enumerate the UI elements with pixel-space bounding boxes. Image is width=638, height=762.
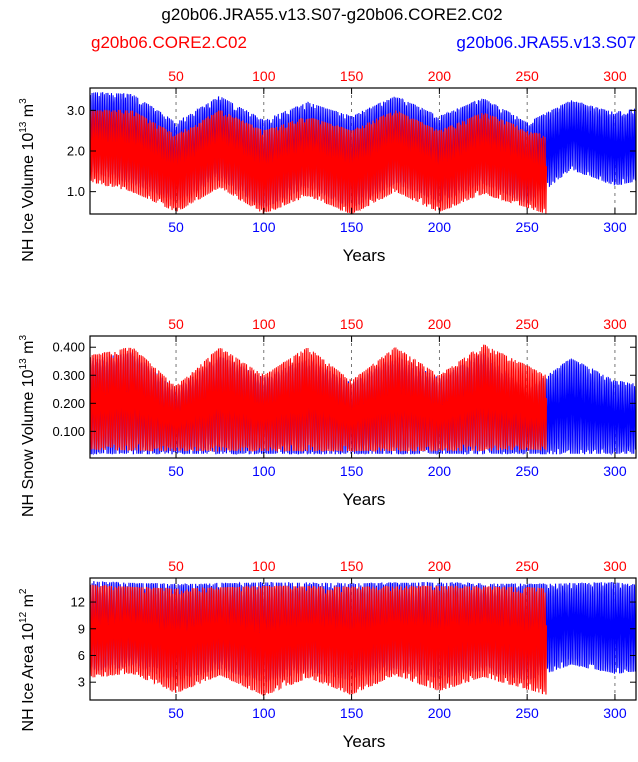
y-axis-label-part: 13 — [18, 358, 29, 370]
ytick-label: 9 — [78, 621, 85, 636]
top-xtick-label: 50 — [168, 316, 184, 332]
ytick-label: 0.400 — [52, 340, 85, 355]
series-core2 — [89, 344, 547, 453]
y-axis-label-part: 13 — [18, 121, 29, 133]
plot-frame — [89, 335, 637, 459]
top-xtick-label: 100 — [252, 558, 276, 574]
top-xtick-label: 100 — [252, 316, 276, 332]
ytick-label: 0.300 — [52, 368, 85, 383]
bottom-xtick-label: 200 — [428, 463, 452, 479]
x-axis-label: Years — [343, 732, 386, 751]
y-axis-label-part: 3 — [18, 335, 29, 341]
y-axis-label-part: NH Ice Area 10 — [20, 623, 37, 732]
top-xtick-label: 300 — [603, 316, 627, 332]
ytick-label: 0.200 — [52, 396, 85, 411]
y-axis-label-part: 12 — [18, 611, 29, 623]
legend-jra55-label: g20b06.JRA55.v13.S07 — [456, 33, 636, 52]
legend-core2-label: g20b06.CORE2.C02 — [91, 33, 247, 52]
bottom-xtick-label: 150 — [340, 705, 364, 721]
figure-title: g20b06.JRA55.v13.S07-g20b06.CORE2.C02 — [161, 5, 502, 24]
top-xtick-label: 300 — [603, 68, 627, 84]
bottom-xtick-label: 50 — [168, 463, 184, 479]
bottom-xtick-label: 200 — [428, 705, 452, 721]
series-line — [89, 584, 547, 697]
y-axis-label-part: 2 — [18, 588, 29, 594]
bottom-xtick-label: 150 — [340, 463, 364, 479]
series-core2 — [89, 109, 547, 215]
series-core2 — [89, 584, 547, 697]
ytick-label: 3.0 — [67, 103, 85, 118]
x-axis-label: Years — [343, 490, 386, 509]
top-xtick-label: 200 — [428, 68, 452, 84]
top-xtick-label: 200 — [428, 316, 452, 332]
bottom-xtick-label: 300 — [603, 463, 627, 479]
top-xtick-label: 150 — [340, 558, 364, 574]
y-axis-label: NH Ice Volume 1013 m3 — [18, 98, 37, 262]
bottom-xtick-label: 150 — [340, 219, 364, 235]
top-xtick-label: 150 — [340, 68, 364, 84]
top-xtick-label: 50 — [168, 68, 184, 84]
ytick-label: 0.100 — [52, 424, 85, 439]
top-xtick-label: 100 — [252, 68, 276, 84]
series-line — [89, 109, 547, 215]
ytick-label: 2.0 — [67, 144, 85, 159]
bottom-xtick-label: 250 — [515, 705, 539, 721]
ytick-label: 1.0 — [67, 184, 85, 199]
bottom-xtick-label: 100 — [252, 219, 276, 235]
series-line — [89, 344, 547, 453]
plot-frame — [89, 577, 637, 701]
top-xtick-label: 300 — [603, 558, 627, 574]
top-xtick-label: 250 — [515, 316, 539, 332]
ytick-label: 12 — [71, 595, 85, 610]
bottom-xtick-label: 300 — [603, 219, 627, 235]
bottom-xtick-label: 50 — [168, 705, 184, 721]
bottom-xtick-label: 200 — [428, 219, 452, 235]
y-axis-label-part: m — [20, 104, 37, 122]
top-xtick-label: 250 — [515, 68, 539, 84]
bottom-xtick-label: 100 — [252, 463, 276, 479]
x-axis-label: Years — [343, 246, 386, 265]
bottom-xtick-label: 250 — [515, 463, 539, 479]
bottom-xtick-label: 100 — [252, 705, 276, 721]
y-axis-label-part: 3 — [18, 98, 29, 104]
chart-panel-ice-volume: 3.0 2.0 1.0 50 50 100 100 150 150 200 200 250 250 300… — [18, 68, 637, 265]
y-axis-label-part: NH Snow Volume 10 — [20, 369, 37, 517]
ytick-label: 3 — [78, 675, 85, 690]
top-xtick-label: 150 — [340, 316, 364, 332]
y-axis-label-part: m — [20, 341, 37, 359]
bottom-xtick-label: 250 — [515, 219, 539, 235]
bottom-xtick-label: 300 — [603, 705, 627, 721]
top-xtick-label: 50 — [168, 558, 184, 574]
top-xtick-label: 200 — [428, 558, 452, 574]
chart-panel-ice-area: 12 9 6 3 50 50 100 100 150 150 200 200 250 250 300 300 Y… — [18, 558, 637, 751]
bottom-xtick-label: 50 — [168, 219, 184, 235]
top-xtick-label: 250 — [515, 558, 539, 574]
y-axis-label-part: NH Ice Volume 10 — [20, 133, 37, 262]
y-axis-label: NH Ice Area 1012 m2 — [18, 588, 37, 731]
y-axis-label: NH Snow Volume 1013 m3 — [18, 335, 37, 518]
y-axis-label-part: m — [20, 594, 37, 612]
ytick-label: 6 — [78, 648, 85, 663]
chart-panel-snow-volume: 0.400 0.300 0.200 0.100 50 50 100 100 150 150 200 2… — [18, 316, 637, 518]
